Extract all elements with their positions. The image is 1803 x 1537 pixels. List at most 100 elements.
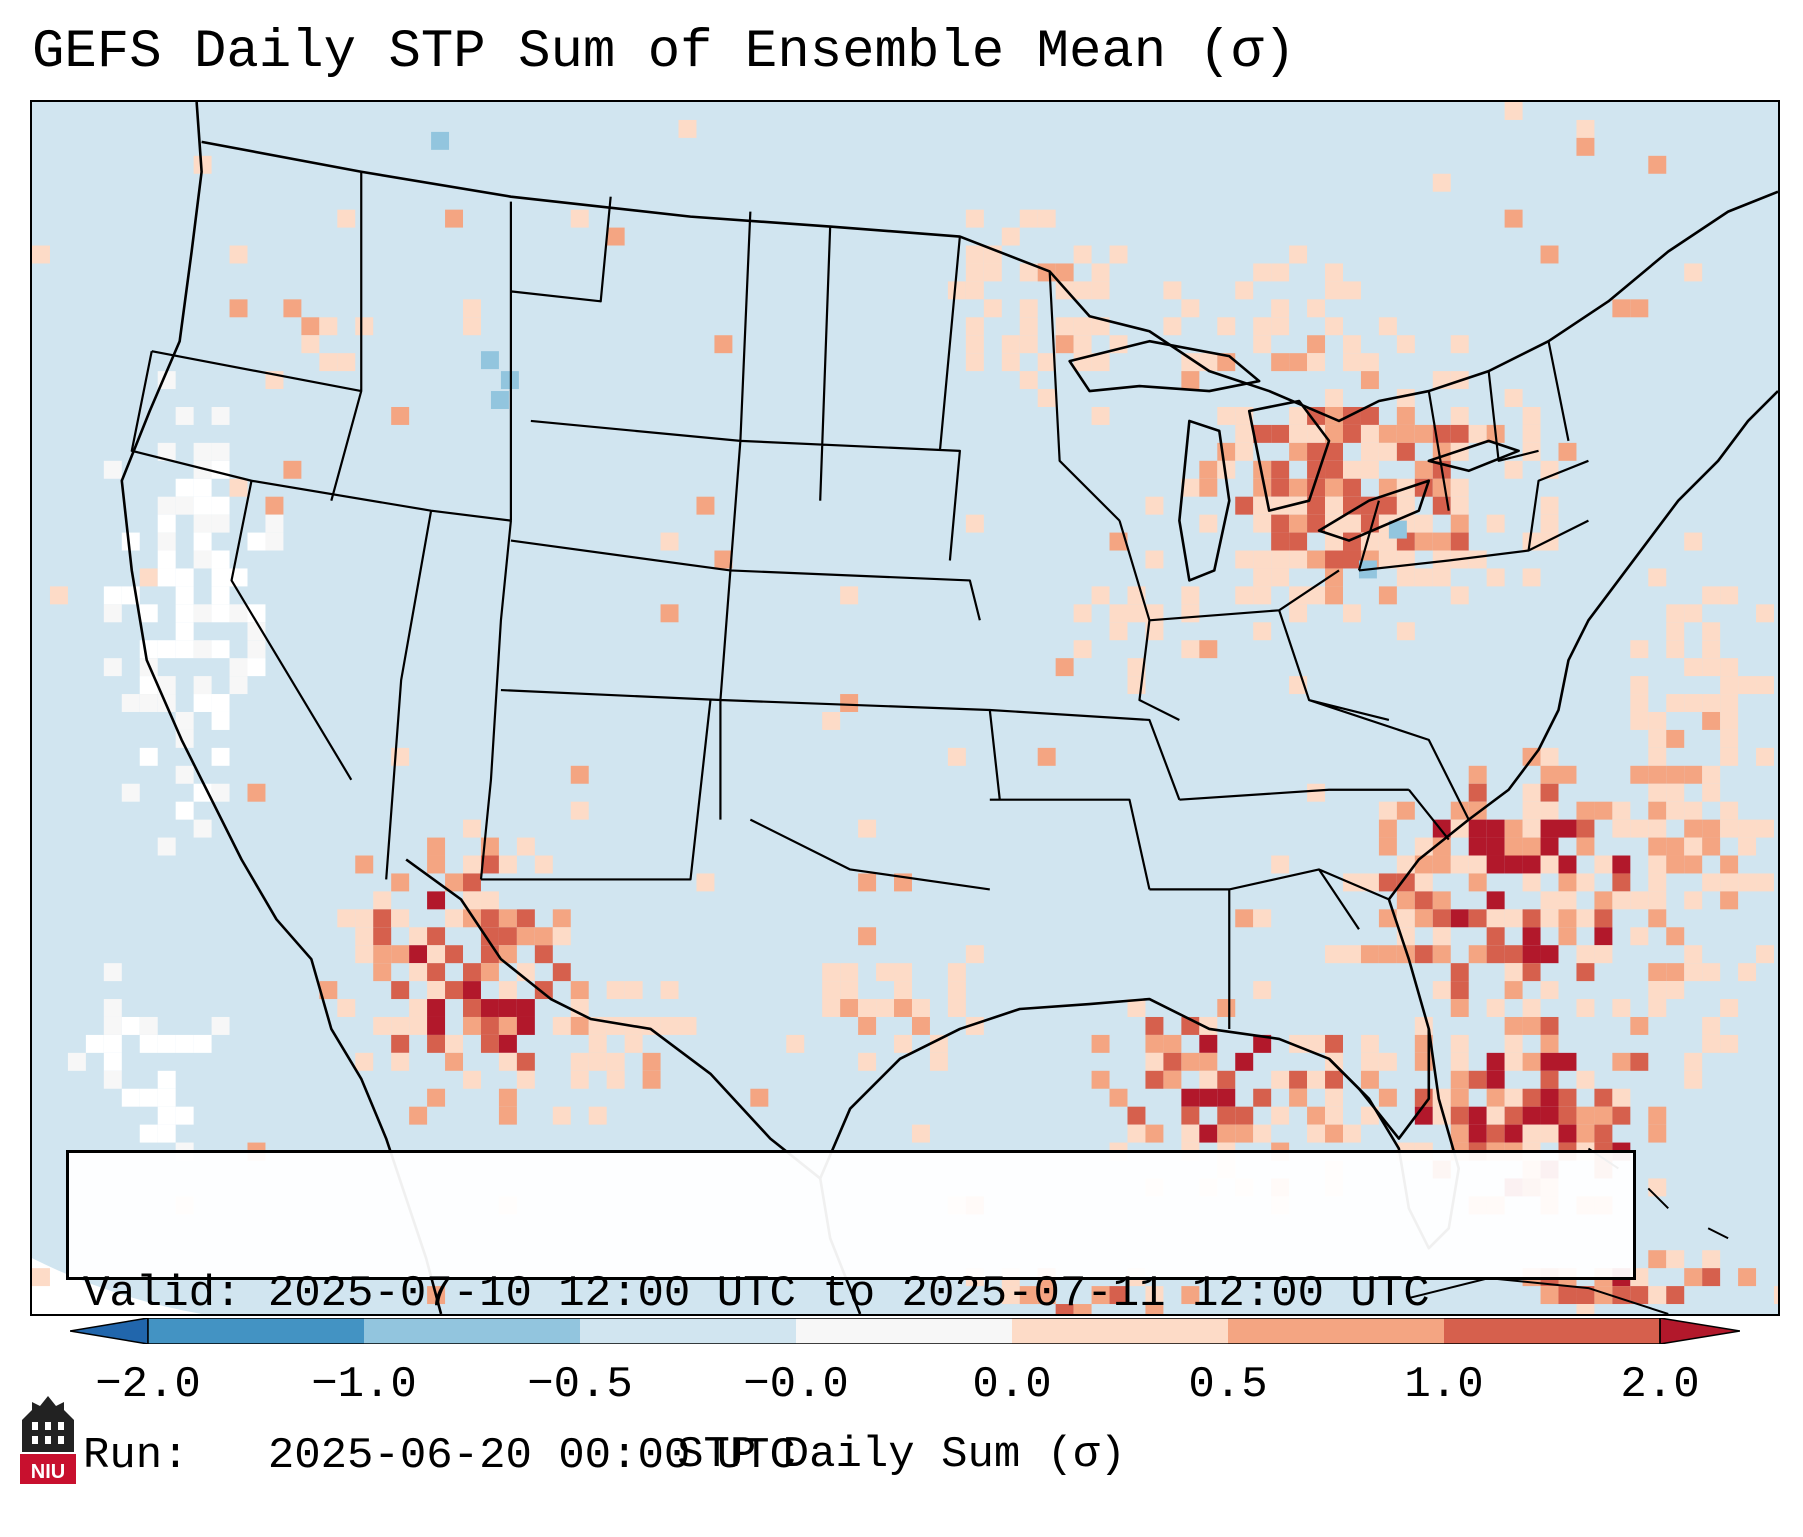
anomaly-cell — [1648, 765, 1667, 784]
anomaly-cell — [1666, 927, 1685, 946]
anomaly-cell — [1145, 622, 1164, 641]
anomaly-cell — [1450, 999, 1469, 1017]
anomaly-cell — [1019, 299, 1038, 318]
anomaly-cell — [1522, 568, 1541, 587]
colorbar-bin-5 — [1012, 1318, 1228, 1344]
lake-erie — [1317, 479, 1431, 542]
anomaly-cell — [822, 999, 841, 1017]
anomaly-cell — [1432, 568, 1451, 587]
anomaly-cell — [1576, 945, 1595, 964]
anomaly-cell — [1666, 604, 1685, 623]
anomaly-cell — [1253, 1034, 1272, 1053]
anomaly-cell — [1684, 1052, 1703, 1071]
anomaly-cell — [1055, 658, 1074, 677]
anomaly-cell — [1127, 658, 1146, 677]
anomaly-cell — [211, 514, 230, 533]
anomaly-cell — [498, 1088, 517, 1107]
anomaly-cell — [1181, 371, 1200, 390]
anomaly-cell — [570, 801, 589, 820]
anomaly-cell — [876, 999, 895, 1017]
colorbar — [70, 1318, 1740, 1344]
anomaly-cell — [445, 1034, 464, 1053]
anomaly-cell — [1432, 927, 1451, 946]
anomaly-cell — [1109, 1088, 1128, 1107]
anomaly-cell — [1271, 1070, 1290, 1089]
anomaly-cell — [1630, 1052, 1649, 1071]
anomaly-cell — [103, 658, 122, 677]
anomaly-cell — [247, 658, 266, 677]
anomaly-cell — [1342, 496, 1361, 515]
anomaly-cell — [552, 927, 571, 946]
anomaly-cell — [1612, 999, 1631, 1017]
anomaly-cell — [1307, 1106, 1326, 1125]
anomaly-cell — [1091, 586, 1110, 605]
anomaly-cell — [463, 999, 481, 1017]
anomaly-cell — [858, 999, 877, 1017]
anomaly-cell — [193, 640, 212, 659]
anomaly-cell — [965, 317, 984, 336]
anomaly-cell — [463, 873, 481, 892]
anomaly-cell — [427, 927, 446, 946]
anomaly-cell — [498, 855, 517, 874]
anomaly-cell — [840, 999, 859, 1017]
anomaly-cell — [1702, 1016, 1721, 1035]
anomaly-cell — [660, 604, 679, 623]
anomaly-cell — [373, 963, 392, 982]
anomaly-cell — [1522, 1124, 1541, 1143]
anomaly-cell — [1540, 765, 1559, 784]
anomaly-cell — [157, 1088, 176, 1107]
anomaly-cell — [1522, 801, 1541, 820]
anomaly-cell — [391, 945, 410, 964]
anomaly-cell — [1522, 424, 1541, 443]
anomaly-cell — [1307, 586, 1326, 605]
anomaly-cell — [1325, 1088, 1343, 1107]
anomaly-cell — [355, 1052, 374, 1071]
anomaly-cell — [1486, 568, 1505, 587]
anomaly-cell — [1648, 963, 1667, 982]
anomaly-cell — [1181, 1106, 1200, 1125]
anomaly-cell — [1558, 891, 1577, 910]
anomaly-cell — [229, 604, 248, 623]
anomaly-cell — [1558, 873, 1577, 892]
anomaly-cell — [1342, 406, 1361, 425]
anomaly-cell — [1199, 1052, 1218, 1071]
anomaly-cell — [157, 442, 176, 461]
lake-ontario — [1427, 439, 1520, 473]
anomaly-cell — [1540, 1034, 1559, 1053]
anomaly-cell — [1666, 622, 1685, 641]
anomaly-cell — [1019, 263, 1038, 282]
anomaly-cell — [229, 658, 248, 677]
anomaly-cell — [1235, 586, 1254, 605]
colorbar-tick: −2.0 — [95, 1360, 201, 1410]
anomaly-cell — [337, 209, 356, 228]
anomaly-cell — [1199, 478, 1218, 497]
anomaly-cell — [211, 640, 230, 659]
anomaly-cell — [1720, 1034, 1739, 1053]
anomaly-cell — [1414, 873, 1433, 892]
niu-logo-svg: NIU — [20, 1396, 76, 1484]
anomaly-cell — [1217, 1088, 1236, 1107]
anomaly-cell — [570, 1070, 589, 1089]
anomaly-cell — [1145, 1016, 1164, 1035]
anomaly-cell — [103, 1034, 122, 1053]
anomaly-cell — [1540, 909, 1559, 928]
anomaly-cell — [1468, 945, 1487, 964]
anomaly-cell — [1450, 1088, 1469, 1107]
anomaly-cell — [139, 1016, 158, 1035]
anomaly-cell — [337, 353, 356, 372]
anomaly-cell — [678, 1016, 697, 1035]
anomaly-cell — [1109, 245, 1128, 264]
anomaly-cell — [1504, 909, 1523, 928]
anomaly-cell — [480, 855, 499, 874]
anomaly-cell — [1396, 568, 1415, 587]
anomaly-cell — [1630, 711, 1649, 730]
anomaly-cell — [498, 999, 517, 1017]
anomaly-cell — [1450, 406, 1469, 425]
anomaly-cell — [103, 1016, 122, 1035]
anomaly-cell — [1199, 1070, 1218, 1089]
anomaly-cell — [1756, 604, 1775, 623]
anomaly-cell — [1396, 496, 1415, 515]
anomaly-cell — [1271, 263, 1290, 282]
anomaly-cell — [1414, 891, 1433, 910]
anomaly-cell — [1522, 1088, 1541, 1107]
